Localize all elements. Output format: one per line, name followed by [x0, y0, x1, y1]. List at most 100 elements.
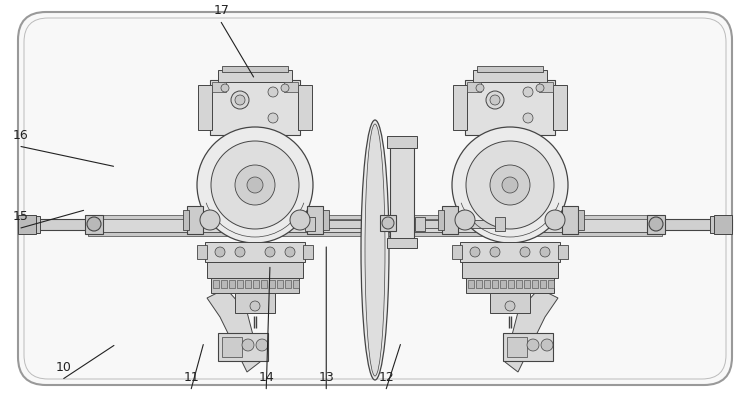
Bar — [562, 206, 578, 234]
Bar — [207, 262, 303, 278]
Bar — [539, 82, 553, 92]
Circle shape — [466, 141, 554, 229]
Text: 14: 14 — [258, 371, 274, 384]
Bar — [293, 280, 299, 288]
Bar — [710, 216, 732, 233]
Bar — [237, 280, 243, 288]
Bar — [477, 66, 543, 72]
Circle shape — [250, 301, 260, 311]
Text: 13: 13 — [318, 371, 334, 384]
Bar — [18, 215, 36, 234]
Text: 15: 15 — [13, 210, 29, 223]
Bar — [507, 337, 527, 357]
Bar — [284, 82, 298, 92]
Circle shape — [265, 247, 275, 257]
Circle shape — [268, 113, 278, 123]
Bar — [245, 280, 251, 288]
Bar — [442, 206, 458, 234]
Bar — [211, 278, 299, 293]
Bar — [532, 280, 538, 288]
Text: 11: 11 — [183, 371, 200, 384]
Bar — [468, 280, 474, 288]
Bar — [553, 85, 567, 130]
Bar — [210, 80, 300, 135]
Bar — [484, 280, 490, 288]
Circle shape — [540, 247, 550, 257]
Bar — [467, 82, 481, 92]
Circle shape — [235, 247, 245, 257]
Bar — [205, 242, 305, 262]
Bar — [88, 232, 662, 236]
Circle shape — [211, 141, 299, 229]
Text: 16: 16 — [13, 129, 28, 142]
Circle shape — [520, 247, 530, 257]
Bar — [714, 215, 732, 234]
Bar — [277, 280, 283, 288]
Circle shape — [490, 165, 530, 205]
Bar — [85, 215, 103, 234]
Bar — [222, 66, 288, 72]
Circle shape — [545, 210, 565, 230]
Circle shape — [523, 87, 533, 97]
Circle shape — [536, 84, 544, 92]
Circle shape — [215, 247, 225, 257]
Bar — [18, 216, 40, 233]
Bar — [438, 210, 444, 230]
Bar — [222, 337, 242, 357]
Circle shape — [502, 177, 518, 193]
Bar — [88, 218, 662, 232]
Circle shape — [541, 339, 553, 351]
Circle shape — [247, 177, 263, 193]
Circle shape — [490, 95, 500, 105]
Circle shape — [486, 91, 504, 109]
Text: 12: 12 — [378, 371, 394, 384]
Bar — [502, 135, 518, 137]
Bar — [18, 219, 98, 230]
Bar — [187, 206, 203, 234]
Circle shape — [523, 113, 533, 123]
Bar — [305, 217, 315, 231]
Bar — [495, 217, 505, 231]
Text: 17: 17 — [213, 4, 230, 18]
Bar — [500, 280, 506, 288]
Circle shape — [455, 210, 475, 230]
Bar — [261, 280, 267, 288]
Bar — [88, 215, 662, 219]
Polygon shape — [207, 293, 260, 372]
Bar — [578, 210, 584, 230]
Bar — [183, 210, 189, 230]
Bar — [508, 280, 514, 288]
Bar — [476, 280, 482, 288]
Ellipse shape — [361, 120, 389, 380]
Circle shape — [505, 301, 515, 311]
Bar — [652, 219, 732, 230]
Text: 10: 10 — [56, 361, 72, 374]
Circle shape — [268, 87, 278, 97]
Circle shape — [200, 210, 220, 230]
Circle shape — [382, 217, 394, 229]
Circle shape — [221, 84, 229, 92]
Circle shape — [87, 217, 101, 231]
Circle shape — [242, 339, 254, 351]
Bar — [473, 70, 547, 82]
Bar — [548, 280, 554, 288]
Bar — [490, 293, 530, 313]
Circle shape — [649, 217, 663, 231]
Bar — [310, 220, 390, 228]
Bar — [247, 135, 263, 137]
Bar — [380, 215, 396, 231]
Bar — [213, 280, 219, 288]
Bar — [415, 217, 425, 231]
Circle shape — [470, 247, 480, 257]
Bar — [492, 280, 498, 288]
Ellipse shape — [365, 124, 385, 376]
Circle shape — [231, 91, 249, 109]
Bar — [298, 85, 312, 130]
Bar — [221, 280, 227, 288]
Bar — [462, 262, 558, 278]
Bar — [465, 80, 555, 135]
Circle shape — [235, 95, 245, 105]
Bar — [540, 280, 546, 288]
Bar — [253, 280, 259, 288]
Circle shape — [452, 127, 568, 243]
